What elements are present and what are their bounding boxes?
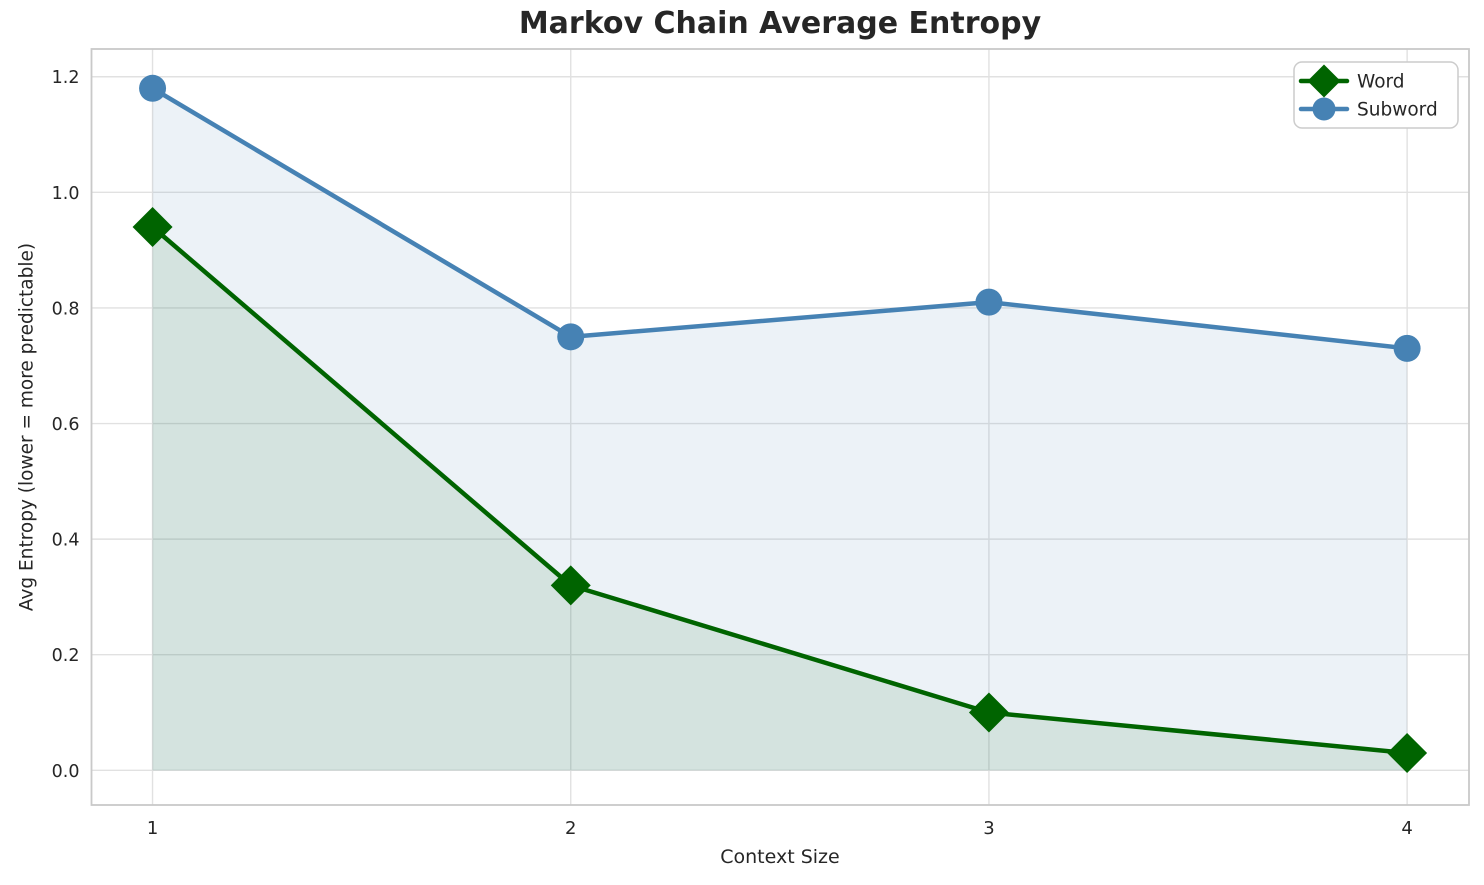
word-area-fill: [152, 227, 1408, 771]
x-tick-label: 3: [983, 818, 994, 839]
subword-marker: [139, 74, 167, 102]
y-tick-label: 0.8: [52, 299, 80, 319]
y-tick-label: 0.6: [52, 415, 80, 435]
y-tick-label: 0.4: [52, 531, 80, 551]
plot-border: [90, 48, 1470, 806]
y-tick-label: 1.0: [52, 184, 80, 204]
chart-title: Markov Chain Average Entropy: [518, 6, 1042, 41]
x-tick-label: 1: [147, 818, 158, 839]
legend-label-subword: Subword: [1357, 100, 1438, 121]
word-marker: [968, 692, 1009, 733]
word-marker: [132, 207, 173, 248]
legend-diamond-marker-icon: [1307, 64, 1341, 98]
legend-circle-marker-icon: [1312, 97, 1336, 121]
subword-marker: [975, 288, 1003, 316]
y-tick-label: 1.2: [52, 68, 80, 88]
x-tick-label: 4: [1401, 818, 1412, 839]
y-tick-label: 0.2: [52, 646, 80, 666]
y-axis-label: Avg Entropy (lower = more predictable): [16, 242, 38, 612]
legend-label-word: Word: [1357, 72, 1405, 93]
subword-marker: [557, 323, 585, 351]
y-tick-label: 0.0: [52, 762, 80, 782]
word-line: [150, 224, 1410, 756]
x-axis-label: Context Size: [720, 846, 840, 868]
subword-area-fill: [152, 88, 1408, 771]
word-marker: [550, 565, 591, 606]
subword-line: [150, 86, 1410, 351]
subword-marker: [1393, 334, 1421, 362]
x-tick-label: 2: [565, 818, 576, 839]
word-marker: [1387, 732, 1428, 773]
